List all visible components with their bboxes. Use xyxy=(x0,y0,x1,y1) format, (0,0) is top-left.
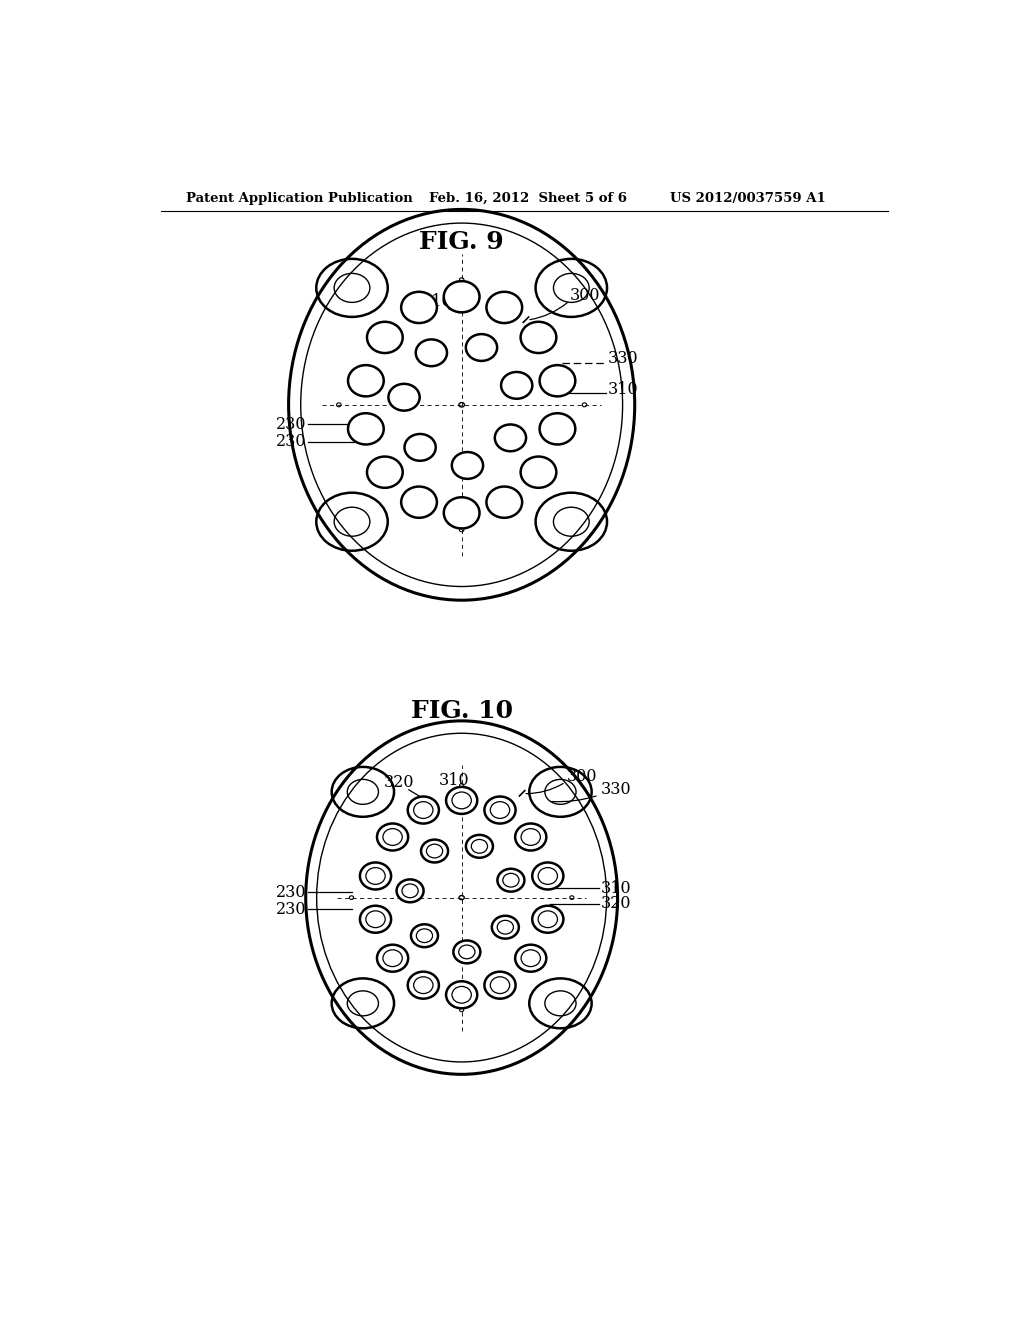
Ellipse shape xyxy=(348,413,384,445)
Ellipse shape xyxy=(388,384,420,411)
Ellipse shape xyxy=(367,457,402,488)
Text: 330: 330 xyxy=(608,350,639,367)
Ellipse shape xyxy=(515,824,547,850)
Ellipse shape xyxy=(359,862,391,890)
Ellipse shape xyxy=(446,787,477,814)
Ellipse shape xyxy=(520,322,556,352)
Text: 330: 330 xyxy=(600,781,631,799)
Ellipse shape xyxy=(401,292,437,323)
Text: 300: 300 xyxy=(567,768,598,785)
Ellipse shape xyxy=(484,972,516,999)
Text: 320: 320 xyxy=(383,774,414,791)
Text: 230: 230 xyxy=(275,900,306,917)
Ellipse shape xyxy=(452,451,483,479)
Ellipse shape xyxy=(486,292,522,323)
Text: 310: 310 xyxy=(422,293,453,310)
Text: 230: 230 xyxy=(275,433,306,450)
Ellipse shape xyxy=(404,434,436,461)
Ellipse shape xyxy=(454,940,480,964)
Ellipse shape xyxy=(316,492,388,550)
Ellipse shape xyxy=(501,372,532,399)
Ellipse shape xyxy=(495,425,526,451)
Text: 230: 230 xyxy=(275,883,306,900)
Ellipse shape xyxy=(529,978,592,1028)
Ellipse shape xyxy=(515,945,547,972)
Ellipse shape xyxy=(401,487,437,517)
Ellipse shape xyxy=(532,862,563,890)
Ellipse shape xyxy=(408,796,439,824)
Text: 230: 230 xyxy=(275,416,306,433)
Ellipse shape xyxy=(411,924,438,948)
Ellipse shape xyxy=(466,834,493,858)
Text: 300: 300 xyxy=(569,286,600,304)
Text: US 2012/0037559 A1: US 2012/0037559 A1 xyxy=(670,191,825,205)
Ellipse shape xyxy=(408,972,439,999)
Ellipse shape xyxy=(536,259,607,317)
Ellipse shape xyxy=(396,879,424,903)
Ellipse shape xyxy=(359,906,391,933)
Ellipse shape xyxy=(532,906,563,933)
Text: 310: 310 xyxy=(438,772,469,789)
Ellipse shape xyxy=(367,322,402,352)
Ellipse shape xyxy=(540,366,575,396)
Ellipse shape xyxy=(332,767,394,817)
Ellipse shape xyxy=(443,498,479,528)
Ellipse shape xyxy=(486,487,522,517)
Ellipse shape xyxy=(377,945,409,972)
Ellipse shape xyxy=(520,457,556,488)
Ellipse shape xyxy=(416,339,447,366)
Ellipse shape xyxy=(443,281,479,313)
Ellipse shape xyxy=(540,413,575,445)
Text: 310: 310 xyxy=(608,381,639,397)
Text: Feb. 16, 2012  Sheet 5 of 6: Feb. 16, 2012 Sheet 5 of 6 xyxy=(429,191,628,205)
Ellipse shape xyxy=(377,824,409,850)
Ellipse shape xyxy=(446,981,477,1008)
Text: FIG. 9: FIG. 9 xyxy=(419,230,504,253)
Ellipse shape xyxy=(484,796,516,824)
Ellipse shape xyxy=(332,978,394,1028)
Ellipse shape xyxy=(529,767,592,817)
Ellipse shape xyxy=(536,492,607,550)
Ellipse shape xyxy=(466,334,497,360)
Ellipse shape xyxy=(492,916,519,939)
Ellipse shape xyxy=(498,869,524,891)
Text: 320: 320 xyxy=(600,895,631,912)
Ellipse shape xyxy=(348,366,384,396)
Ellipse shape xyxy=(316,259,388,317)
Text: 310: 310 xyxy=(600,880,631,896)
Text: FIG. 10: FIG. 10 xyxy=(411,700,513,723)
Text: Patent Application Publication: Patent Application Publication xyxy=(186,191,413,205)
Ellipse shape xyxy=(421,840,449,862)
